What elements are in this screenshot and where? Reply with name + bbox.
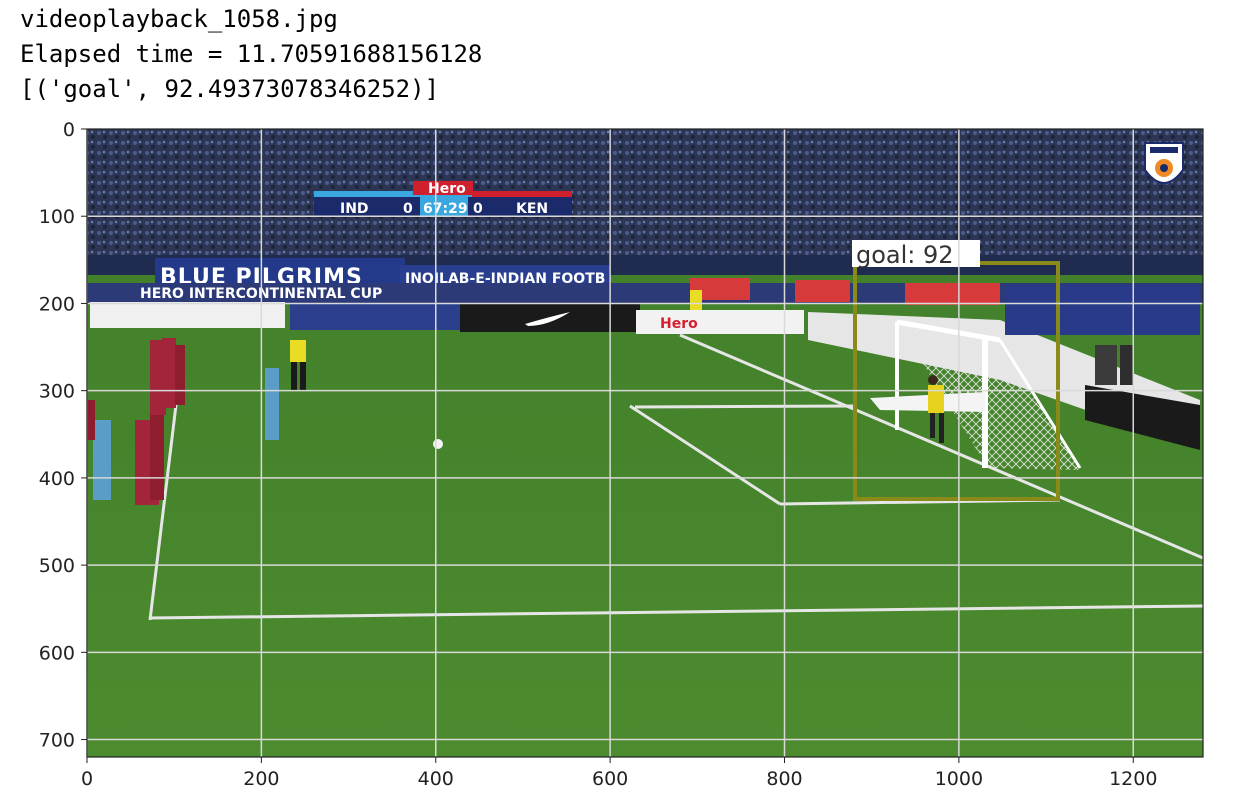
x-axis: 0 200 400 600 800 1000 1200 <box>81 757 1157 790</box>
hero-ad-board <box>636 310 804 334</box>
x-tick-label: 600 <box>592 768 628 790</box>
scoreboard-home-team: IND <box>340 201 369 217</box>
scoreboard-away-score: 0 <box>473 201 483 217</box>
y-tick-label: 400 <box>39 468 75 490</box>
plot-grid <box>86 129 1203 757</box>
output-prediction: [('goal', 92.49373078346252)] <box>20 75 440 103</box>
goalkeeper <box>928 375 944 443</box>
y-tick-label: 200 <box>39 293 75 315</box>
y-tick-label: 600 <box>39 642 75 664</box>
y-tick-label: 100 <box>39 206 75 228</box>
x-tick-label: 1000 <box>935 768 983 790</box>
scoreboard: Hero IND 0 67:29 0 KEN <box>314 181 572 217</box>
scoreboard-sponsor: Hero <box>428 181 466 197</box>
y-tick-label: 500 <box>39 555 75 577</box>
output-filename: videoplayback_1058.jpg <box>20 5 338 33</box>
ball <box>433 439 443 449</box>
y-tick-label: 300 <box>39 381 75 403</box>
ad-sponsor-text: Hero <box>660 316 698 332</box>
x-tick-label: 1200 <box>1109 768 1157 790</box>
aiff-logo <box>1144 142 1184 184</box>
x-tick-label: 200 <box>243 768 279 790</box>
football-frame-image: BLUE PILGRIMS INQILAB-E-INDIAN FOOTB HER… <box>87 129 1203 757</box>
detection-label: goal: 92 <box>856 241 954 269</box>
x-tick-label: 800 <box>766 768 802 790</box>
scoreboard-home-score: 0 <box>403 201 413 217</box>
y-tick-label: 0 <box>63 119 75 141</box>
scoreboard-away-team: KEN <box>516 201 548 217</box>
x-tick-label: 400 <box>418 768 454 790</box>
output-elapsed-time: Elapsed time = 11.70591688156128 <box>20 40 483 68</box>
y-axis: 0 100 200 300 400 500 600 700 <box>39 119 87 752</box>
x-tick-label: 0 <box>81 768 93 790</box>
y-tick-label: 700 <box>39 730 75 752</box>
plot-frame <box>86 128 1204 758</box>
scoreboard-clock: 67:29 <box>423 201 468 217</box>
crowd-stands <box>87 129 1203 269</box>
